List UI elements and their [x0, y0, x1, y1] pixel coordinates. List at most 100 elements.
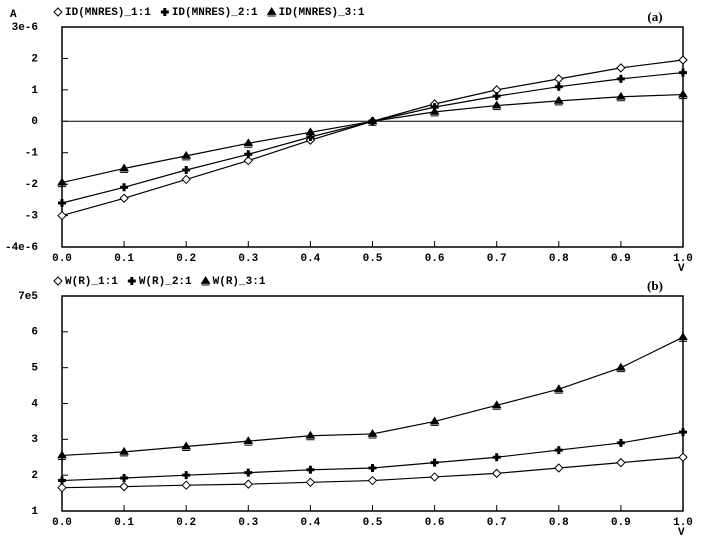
y-tick-label: 1	[31, 85, 38, 97]
y-tick-label: 2	[31, 470, 38, 482]
y-tick-label: 2	[31, 53, 38, 65]
marker	[200, 276, 211, 286]
marker	[57, 177, 67, 188]
x-tick-label: 0.4	[300, 517, 320, 529]
marker	[305, 430, 316, 441]
y-tick-label: -3	[25, 210, 39, 222]
y-tick-label: 3e-6	[12, 22, 38, 34]
marker	[53, 7, 63, 17]
marker	[615, 91, 626, 102]
legend-label: W(R)_3:1	[213, 276, 266, 288]
y-tick-label: 4	[31, 398, 38, 410]
x-tick-label: 0.3	[238, 253, 258, 265]
legend-label: W(R)_1:1	[65, 276, 118, 288]
marker	[678, 89, 688, 100]
x-tick-label: 0.5	[363, 517, 383, 529]
y-tick-label: 5	[31, 363, 38, 375]
marker	[306, 465, 315, 474]
marker	[119, 481, 129, 492]
x-tick-label: 0.6	[425, 517, 445, 529]
series-line	[61, 71, 684, 204]
series-line	[61, 93, 684, 184]
y-tick-label: 7e5	[18, 291, 38, 303]
marker	[266, 7, 277, 17]
x-tick-label: 0.2	[176, 253, 196, 265]
panel-label: (b)	[647, 278, 663, 293]
marker	[160, 8, 169, 16]
marker	[119, 163, 130, 173]
marker	[678, 55, 688, 65]
marker	[491, 100, 502, 111]
x-tick-label: 0.4	[300, 253, 320, 265]
y-tick-label: 3	[31, 434, 38, 446]
plot-frame	[61, 26, 684, 248]
marker	[58, 476, 66, 485]
marker	[244, 468, 253, 477]
x-axis-label: V	[678, 527, 685, 539]
marker	[554, 82, 563, 91]
marker	[305, 127, 316, 137]
marker	[127, 277, 136, 285]
marker	[616, 63, 626, 73]
x-tick-label: 0.2	[176, 517, 196, 529]
y-tick-label: 0	[31, 116, 38, 128]
marker	[367, 116, 378, 126]
marker	[181, 150, 192, 161]
marker	[616, 457, 626, 468]
marker	[243, 436, 254, 446]
marker	[182, 471, 191, 480]
x-tick-label: 0.9	[611, 517, 631, 529]
x-tick-label: 0.8	[549, 253, 569, 265]
x-tick-label: 0.3	[238, 517, 258, 529]
marker	[679, 428, 687, 437]
marker	[57, 210, 67, 221]
panel-label: (a)	[647, 9, 662, 24]
marker	[492, 453, 501, 462]
legend-label: ID(MNRES)_1:1	[65, 7, 151, 19]
marker	[57, 450, 67, 460]
y-tick-label: 1	[31, 506, 38, 518]
marker	[120, 474, 129, 483]
marker	[58, 199, 66, 207]
marker	[553, 95, 564, 106]
marker	[491, 400, 502, 410]
marker	[243, 479, 254, 489]
x-axis-label: V	[678, 263, 685, 275]
x-tick-label: 0.0	[52, 253, 72, 265]
marker	[244, 150, 253, 159]
marker	[554, 463, 564, 473]
marker	[305, 477, 316, 488]
marker	[615, 362, 626, 373]
x-tick-label: 1.0	[673, 517, 693, 529]
marker	[181, 441, 192, 451]
marker	[181, 174, 191, 185]
x-tick-label: 1.0	[673, 253, 693, 265]
series-line	[61, 431, 684, 482]
x-tick-label: 0.7	[487, 517, 507, 529]
marker	[429, 472, 440, 482]
marker	[616, 74, 625, 83]
x-tick-label: 0.8	[549, 517, 569, 529]
y-tick-label: -2	[25, 179, 38, 191]
x-tick-label: 0.7	[487, 253, 507, 265]
marker	[678, 452, 688, 462]
legend-label: ID(MNRES)_3:1	[279, 7, 365, 19]
marker	[119, 193, 129, 203]
marker	[554, 74, 564, 84]
marker	[53, 276, 63, 286]
marker	[120, 183, 129, 192]
marker	[554, 446, 563, 455]
marker	[181, 480, 191, 490]
y-tick-label: -4e-6	[5, 242, 38, 254]
x-tick-label: 0.5	[363, 253, 383, 265]
marker	[368, 464, 377, 472]
x-tick-label: 0.1	[114, 517, 134, 529]
marker	[119, 446, 130, 457]
y-tick-label: 6	[31, 327, 38, 339]
marker	[678, 332, 688, 342]
marker	[429, 106, 440, 117]
marker	[679, 68, 687, 77]
marker	[616, 438, 625, 447]
x-tick-label: 0.6	[425, 253, 445, 265]
